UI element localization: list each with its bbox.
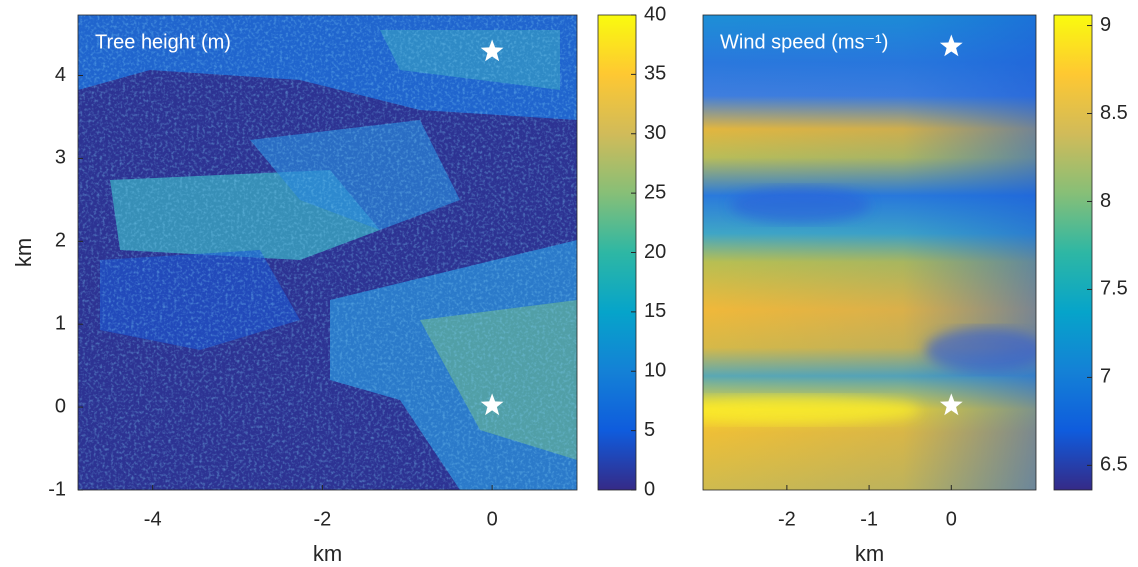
annotation: Wind speed (ms⁻¹)	[720, 31, 888, 53]
plot-frame	[77, 14, 578, 491]
colorbar-tick-label: 15	[644, 300, 666, 322]
colorbar-tick-label: 6.5	[1100, 454, 1128, 476]
y-tick-label: 0	[55, 395, 66, 417]
colorbar-tick-label: 40	[644, 3, 666, 25]
colorbar-tick-label: 20	[644, 241, 666, 263]
y-tick-label: 2	[55, 230, 66, 252]
y-axis-label: km	[11, 238, 36, 267]
x-tick-label: -1	[860, 508, 878, 530]
x-tick-label: -4	[144, 508, 162, 530]
colorbar-tick-label: 9	[1100, 14, 1111, 36]
colorbar-tick-label: 10	[644, 360, 666, 382]
colorbar-tick-label: 8	[1100, 190, 1111, 212]
colorbar-tick-label: 7	[1100, 366, 1111, 388]
x-tick-label: 0	[487, 508, 498, 530]
y-tick-label: -1	[48, 478, 66, 500]
x-tick-label: -2	[314, 508, 332, 530]
star-marker	[480, 39, 504, 62]
star-marker	[939, 393, 963, 416]
colorbar-tick-label: 0	[644, 478, 655, 500]
colorbar	[597, 14, 637, 491]
y-tick-label: 3	[55, 147, 66, 169]
y-tick-label: 4	[55, 64, 66, 86]
colorbar-tick-label: 8.5	[1100, 102, 1128, 124]
star-marker	[480, 393, 504, 416]
star-marker	[939, 34, 963, 57]
wind-speed-image	[703, 15, 1036, 490]
tree-height-image	[78, 15, 577, 490]
annotation: Tree height (m)	[95, 31, 231, 53]
colorbar-tick-label: 35	[644, 63, 666, 85]
y-tick-label: 1	[55, 312, 66, 334]
colorbar	[1053, 14, 1093, 491]
x-axis-label: km	[855, 541, 884, 566]
x-tick-label: 0	[946, 508, 957, 530]
x-axis-label: km	[313, 541, 342, 566]
x-tick-label: -2	[778, 508, 796, 530]
colorbar-tick-label: 7.5	[1100, 278, 1128, 300]
colorbar-tick-label: 25	[644, 181, 666, 203]
colorbar-tick-label: 5	[644, 419, 655, 441]
colorbar-tick-label: 30	[644, 122, 666, 144]
